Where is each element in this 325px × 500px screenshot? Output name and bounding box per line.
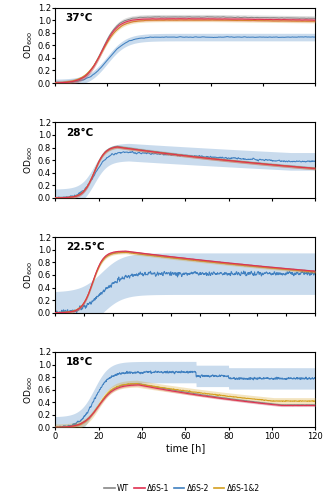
Y-axis label: OD$_{600}$: OD$_{600}$ <box>22 261 35 289</box>
Y-axis label: OD$_{600}$: OD$_{600}$ <box>22 32 35 59</box>
X-axis label: time [h]: time [h] <box>166 444 205 454</box>
Y-axis label: OD$_{600}$: OD$_{600}$ <box>22 376 35 404</box>
Legend: WT, Δ6S-1, Δ6S-2, Δ6S-1&2: WT, Δ6S-1, Δ6S-2, Δ6S-1&2 <box>101 481 263 496</box>
Text: 18°C: 18°C <box>66 357 93 367</box>
Text: 28°C: 28°C <box>66 128 93 138</box>
Text: 22.5°C: 22.5°C <box>66 242 104 252</box>
Text: 37°C: 37°C <box>66 13 93 23</box>
Y-axis label: OD$_{600}$: OD$_{600}$ <box>22 146 35 174</box>
